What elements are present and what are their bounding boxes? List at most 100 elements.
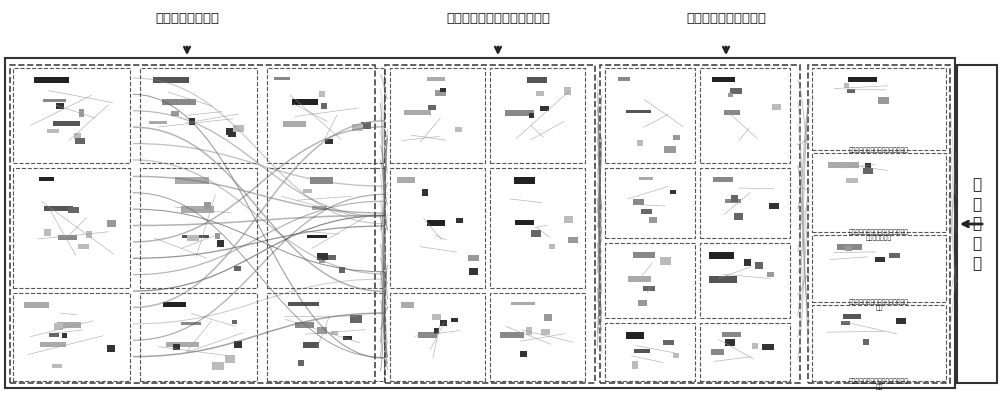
FancyBboxPatch shape	[673, 135, 680, 140]
FancyBboxPatch shape	[434, 328, 439, 335]
FancyBboxPatch shape	[843, 314, 861, 319]
FancyBboxPatch shape	[663, 340, 674, 345]
FancyBboxPatch shape	[74, 133, 81, 139]
Bar	[390, 293, 485, 381]
FancyBboxPatch shape	[649, 217, 657, 223]
Bar	[700, 323, 790, 381]
FancyBboxPatch shape	[234, 266, 241, 271]
FancyBboxPatch shape	[171, 111, 179, 116]
FancyBboxPatch shape	[418, 332, 437, 338]
FancyBboxPatch shape	[432, 314, 441, 320]
Bar	[600, 65, 800, 383]
FancyBboxPatch shape	[711, 349, 724, 355]
FancyBboxPatch shape	[34, 77, 69, 83]
Bar	[490, 68, 585, 163]
FancyBboxPatch shape	[107, 220, 116, 227]
FancyBboxPatch shape	[643, 286, 655, 291]
FancyBboxPatch shape	[331, 331, 338, 335]
Bar	[13, 68, 130, 163]
FancyBboxPatch shape	[878, 97, 889, 104]
FancyBboxPatch shape	[639, 177, 653, 180]
Text: 优化设计参量与优化目标关联: 优化设计参量与优化目标关联	[446, 12, 550, 25]
FancyBboxPatch shape	[319, 91, 325, 97]
FancyBboxPatch shape	[451, 318, 458, 322]
Bar	[10, 65, 375, 383]
FancyBboxPatch shape	[317, 327, 327, 334]
FancyBboxPatch shape	[233, 125, 244, 132]
FancyBboxPatch shape	[769, 203, 779, 209]
FancyBboxPatch shape	[875, 257, 885, 262]
FancyBboxPatch shape	[234, 341, 242, 348]
FancyBboxPatch shape	[68, 207, 79, 213]
Bar	[700, 168, 790, 238]
FancyBboxPatch shape	[844, 83, 849, 88]
FancyBboxPatch shape	[511, 302, 535, 305]
FancyBboxPatch shape	[62, 333, 67, 338]
Bar	[490, 168, 585, 288]
FancyBboxPatch shape	[772, 104, 781, 110]
FancyBboxPatch shape	[350, 315, 362, 323]
FancyBboxPatch shape	[728, 93, 733, 97]
FancyBboxPatch shape	[752, 343, 758, 349]
FancyBboxPatch shape	[427, 220, 445, 226]
FancyBboxPatch shape	[709, 252, 734, 258]
FancyBboxPatch shape	[404, 110, 431, 115]
FancyBboxPatch shape	[435, 89, 446, 96]
FancyBboxPatch shape	[288, 302, 319, 307]
Bar	[140, 293, 257, 381]
Bar	[267, 168, 384, 288]
FancyBboxPatch shape	[549, 244, 555, 249]
FancyBboxPatch shape	[228, 131, 236, 137]
FancyBboxPatch shape	[303, 188, 312, 193]
FancyBboxPatch shape	[541, 329, 550, 335]
Bar	[13, 168, 130, 288]
FancyBboxPatch shape	[828, 162, 859, 168]
Bar	[700, 243, 790, 318]
FancyBboxPatch shape	[298, 360, 304, 366]
FancyBboxPatch shape	[633, 252, 655, 258]
FancyBboxPatch shape	[722, 332, 741, 337]
Bar	[605, 68, 695, 163]
FancyBboxPatch shape	[53, 121, 80, 126]
FancyBboxPatch shape	[52, 364, 62, 368]
FancyBboxPatch shape	[734, 213, 743, 219]
FancyBboxPatch shape	[527, 77, 547, 82]
FancyBboxPatch shape	[361, 122, 371, 129]
Bar	[140, 168, 257, 288]
FancyBboxPatch shape	[637, 140, 643, 146]
Text: 建筑运行阶段太阳能光伏光热系统消
碳量参数化模型: 建筑运行阶段太阳能光伏光热系统消 碳量参数化模型	[849, 229, 909, 241]
FancyBboxPatch shape	[428, 105, 436, 110]
Bar	[812, 153, 946, 232]
FancyBboxPatch shape	[713, 177, 733, 182]
Bar	[957, 65, 997, 383]
FancyBboxPatch shape	[744, 259, 751, 266]
FancyBboxPatch shape	[896, 318, 906, 324]
FancyBboxPatch shape	[215, 234, 220, 239]
FancyBboxPatch shape	[307, 235, 327, 238]
FancyBboxPatch shape	[39, 177, 54, 181]
FancyBboxPatch shape	[730, 88, 742, 94]
FancyBboxPatch shape	[58, 235, 77, 240]
FancyBboxPatch shape	[422, 189, 428, 196]
FancyBboxPatch shape	[762, 344, 774, 350]
FancyBboxPatch shape	[401, 302, 414, 308]
FancyBboxPatch shape	[440, 88, 446, 92]
Text: 优
化
目
标
值: 优 化 目 标 值	[972, 177, 982, 271]
FancyBboxPatch shape	[153, 77, 189, 83]
FancyBboxPatch shape	[292, 99, 318, 104]
FancyBboxPatch shape	[187, 235, 199, 241]
FancyBboxPatch shape	[638, 300, 647, 306]
FancyBboxPatch shape	[515, 220, 534, 225]
FancyBboxPatch shape	[189, 118, 195, 125]
FancyBboxPatch shape	[544, 314, 552, 321]
FancyBboxPatch shape	[845, 246, 852, 251]
FancyBboxPatch shape	[86, 231, 92, 238]
FancyBboxPatch shape	[325, 139, 333, 144]
Bar	[700, 68, 790, 163]
FancyBboxPatch shape	[427, 77, 445, 82]
FancyBboxPatch shape	[40, 342, 66, 347]
FancyBboxPatch shape	[841, 321, 850, 325]
FancyBboxPatch shape	[670, 190, 676, 194]
FancyBboxPatch shape	[79, 109, 84, 117]
FancyBboxPatch shape	[568, 237, 578, 243]
